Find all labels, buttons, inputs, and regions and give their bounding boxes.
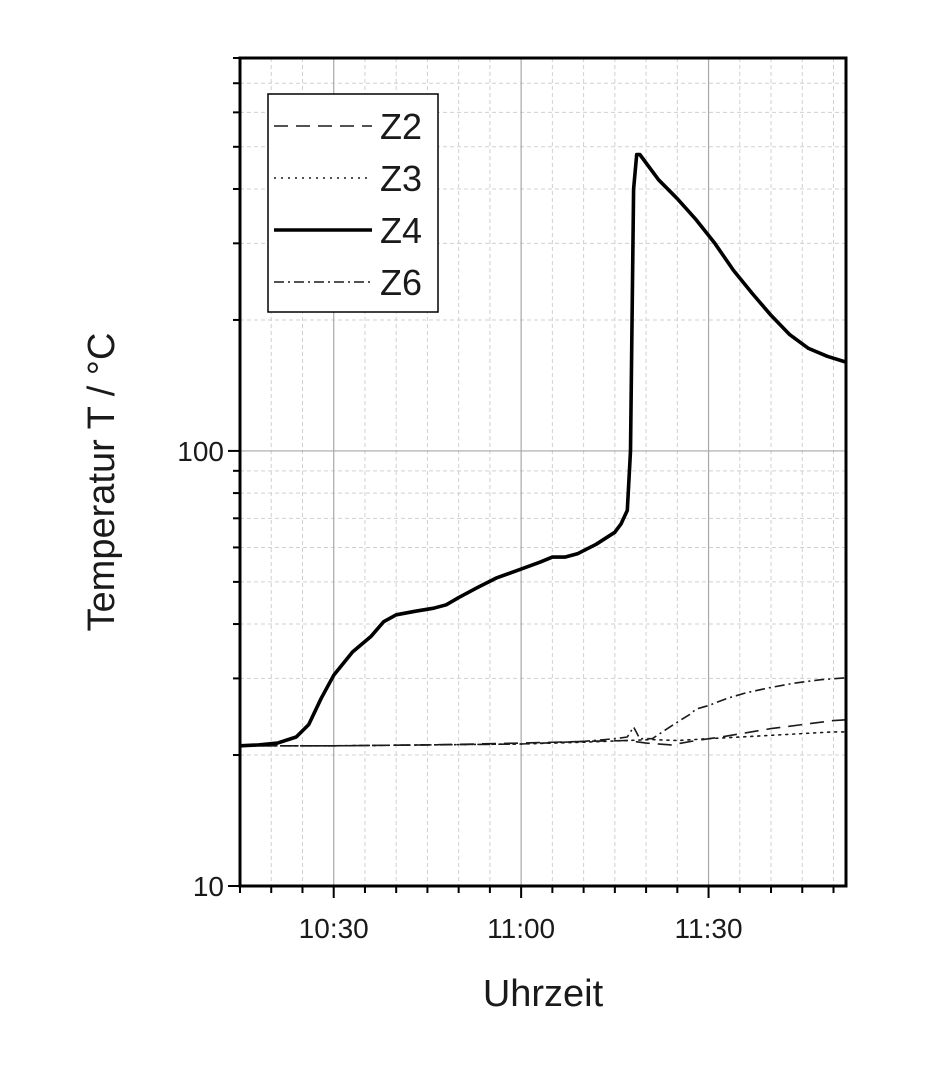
legend-item-z3: Z3 — [274, 158, 422, 199]
series-line-z6 — [240, 677, 847, 747]
y-axis-title: Temperatur T / °C — [81, 333, 123, 632]
legend-item-z6: Z6 — [274, 262, 422, 303]
legend-item-z2: Z2 — [274, 106, 422, 147]
x-tick-label: 11:30 — [675, 913, 743, 944]
legend-label: Z3 — [380, 158, 422, 199]
x-tick-label: 10:30 — [299, 913, 369, 944]
legend-box — [267, 93, 439, 313]
y-tick-label: 10 — [193, 871, 224, 902]
series-layer — [239, 152, 847, 748]
legend-label: Z2 — [380, 106, 422, 147]
x-axis-title: Uhrzeit — [483, 973, 604, 1015]
legend-label: Z4 — [380, 210, 422, 251]
legend-label: Z6 — [380, 262, 422, 303]
legend-item-z4: Z4 — [274, 210, 422, 251]
legend: Z2 Z3 Z4 Z6 — [267, 93, 439, 313]
minor-grid — [239, 57, 846, 886]
y-tick-label: 100 — [177, 436, 224, 467]
series-z4 — [239, 152, 847, 748]
plot-frame — [238, 56, 848, 888]
series-line-z4 — [239, 152, 847, 748]
x-tick-label: 11:00 — [487, 913, 555, 944]
series-z2 — [240, 719, 847, 747]
series-line-z2 — [240, 719, 847, 747]
y-tick-labels: 10 100 — [177, 436, 224, 902]
series-z6 — [240, 677, 847, 747]
axis-ticks — [228, 57, 835, 898]
x-tick-labels: 10:30 11:00 11:30 — [299, 913, 743, 944]
